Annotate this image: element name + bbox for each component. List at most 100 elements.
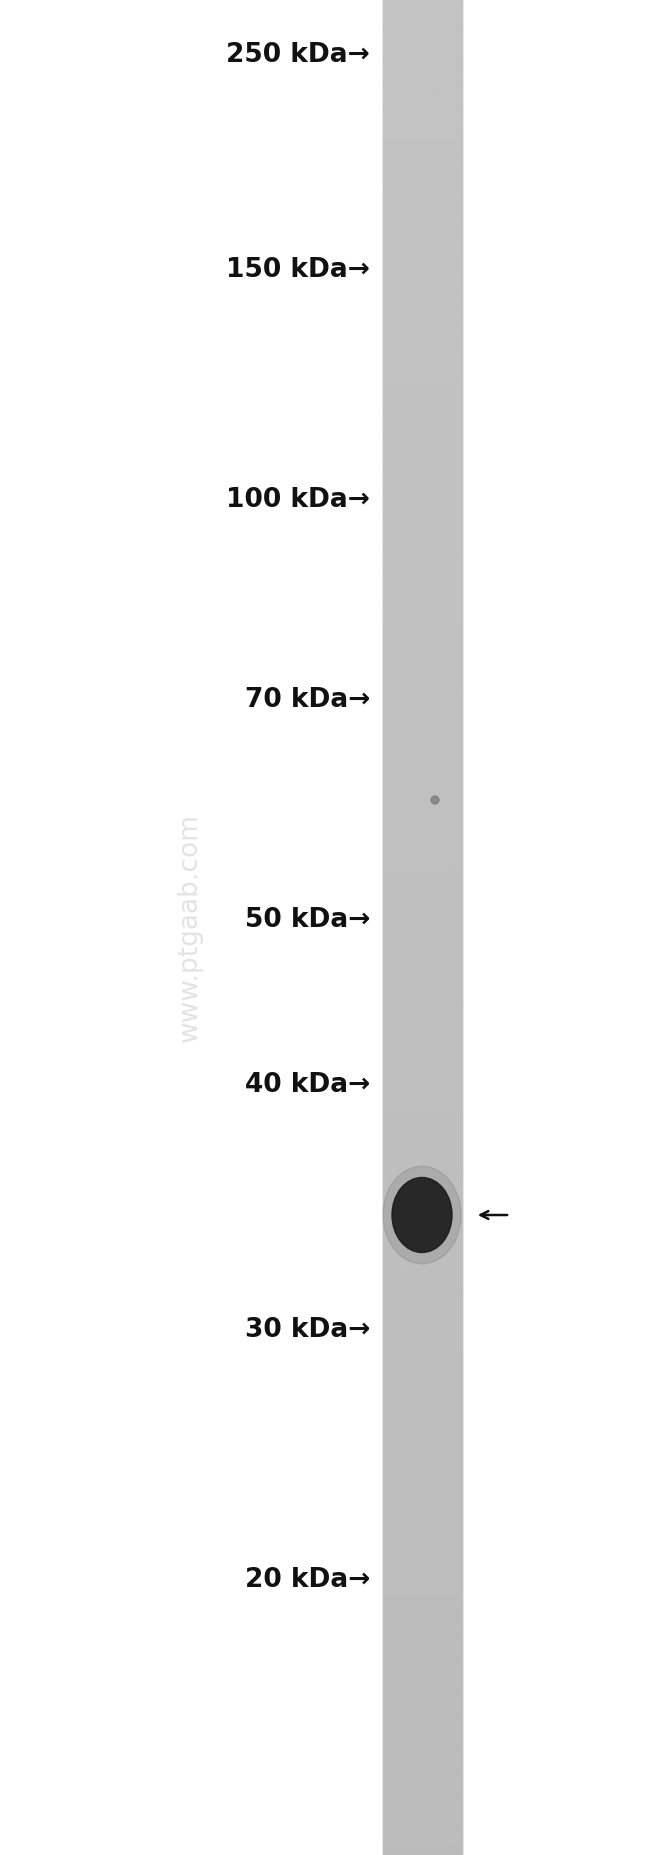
Bar	[383, 631, 462, 636]
Bar	[383, 1582, 462, 1590]
Bar	[383, 130, 462, 135]
Bar	[383, 1015, 462, 1020]
Bar	[383, 403, 462, 408]
Bar	[383, 1137, 462, 1145]
Bar	[383, 0, 462, 1855]
Bar	[383, 1230, 462, 1237]
Bar	[383, 1805, 462, 1812]
Bar	[383, 1243, 462, 1248]
Bar	[383, 148, 462, 154]
Bar	[383, 1534, 462, 1540]
Bar	[383, 1044, 462, 1052]
Text: 100 kDa→: 100 kDa→	[226, 488, 370, 514]
Bar	[383, 1007, 462, 1015]
Bar	[383, 1100, 462, 1107]
Bar	[383, 87, 462, 93]
Bar	[383, 1577, 462, 1582]
Bar	[383, 191, 462, 198]
Bar	[383, 358, 462, 365]
Bar	[383, 662, 462, 668]
Bar	[383, 284, 462, 291]
Bar	[383, 1063, 462, 1070]
Bar	[383, 414, 462, 421]
Bar	[383, 1595, 462, 1601]
Bar	[383, 260, 462, 265]
Text: 50 kDa→: 50 kDa→	[244, 907, 370, 933]
Bar	[383, 1657, 462, 1664]
Bar	[383, 1081, 462, 1089]
Bar	[383, 80, 462, 87]
Bar	[383, 649, 462, 655]
Bar	[383, 890, 462, 896]
Bar	[383, 1744, 462, 1749]
Bar	[383, 1688, 462, 1694]
Bar	[383, 61, 462, 69]
Bar	[383, 718, 462, 723]
Bar	[383, 1497, 462, 1503]
Bar	[383, 866, 462, 872]
Bar	[383, 1211, 462, 1219]
Bar	[383, 1415, 462, 1423]
Bar	[383, 538, 462, 544]
Bar	[383, 1428, 462, 1434]
Bar	[383, 556, 462, 562]
Bar	[383, 736, 462, 742]
Bar	[383, 1330, 462, 1336]
Bar	[383, 1423, 462, 1428]
Bar	[383, 1293, 462, 1298]
Bar	[383, 1367, 462, 1373]
Bar	[383, 1818, 462, 1823]
Bar	[383, 699, 462, 705]
Bar	[383, 729, 462, 736]
Bar	[383, 451, 462, 458]
Bar	[383, 1434, 462, 1441]
Bar	[383, 996, 462, 1002]
Bar	[383, 111, 462, 117]
Bar	[383, 742, 462, 748]
Bar	[383, 1527, 462, 1534]
Bar	[383, 625, 462, 631]
Bar	[383, 143, 462, 148]
Bar	[383, 1349, 462, 1354]
Bar	[383, 668, 462, 673]
Bar	[383, 1397, 462, 1404]
Bar	[383, 204, 462, 210]
Bar	[383, 952, 462, 959]
Bar	[383, 1823, 462, 1831]
Bar	[383, 469, 462, 477]
Bar	[383, 1775, 462, 1781]
Bar	[383, 885, 462, 890]
Bar	[383, 1701, 462, 1707]
Bar	[383, 154, 462, 161]
Bar	[383, 43, 462, 50]
Bar	[383, 636, 462, 644]
Bar	[383, 1076, 462, 1081]
Bar	[383, 673, 462, 681]
Bar	[383, 1323, 462, 1330]
Bar	[383, 1731, 462, 1738]
Bar	[383, 1842, 462, 1849]
Bar	[383, 310, 462, 315]
Bar	[383, 933, 462, 940]
Bar	[383, 1712, 462, 1720]
Bar	[383, 1182, 462, 1187]
Bar	[383, 978, 462, 983]
Bar	[383, 1298, 462, 1304]
Bar	[383, 1304, 462, 1311]
Bar	[383, 1638, 462, 1645]
Bar	[383, 321, 462, 328]
Bar	[383, 98, 462, 106]
Bar	[383, 247, 462, 254]
Bar	[383, 1465, 462, 1471]
Bar	[383, 297, 462, 302]
Bar	[383, 1274, 462, 1280]
Bar	[383, 761, 462, 766]
Bar	[383, 519, 462, 525]
Bar	[383, 840, 462, 848]
Bar	[383, 377, 462, 384]
Bar	[383, 644, 462, 649]
Bar	[383, 347, 462, 352]
Bar	[383, 217, 462, 223]
Bar	[383, 198, 462, 204]
Bar	[383, 93, 462, 98]
